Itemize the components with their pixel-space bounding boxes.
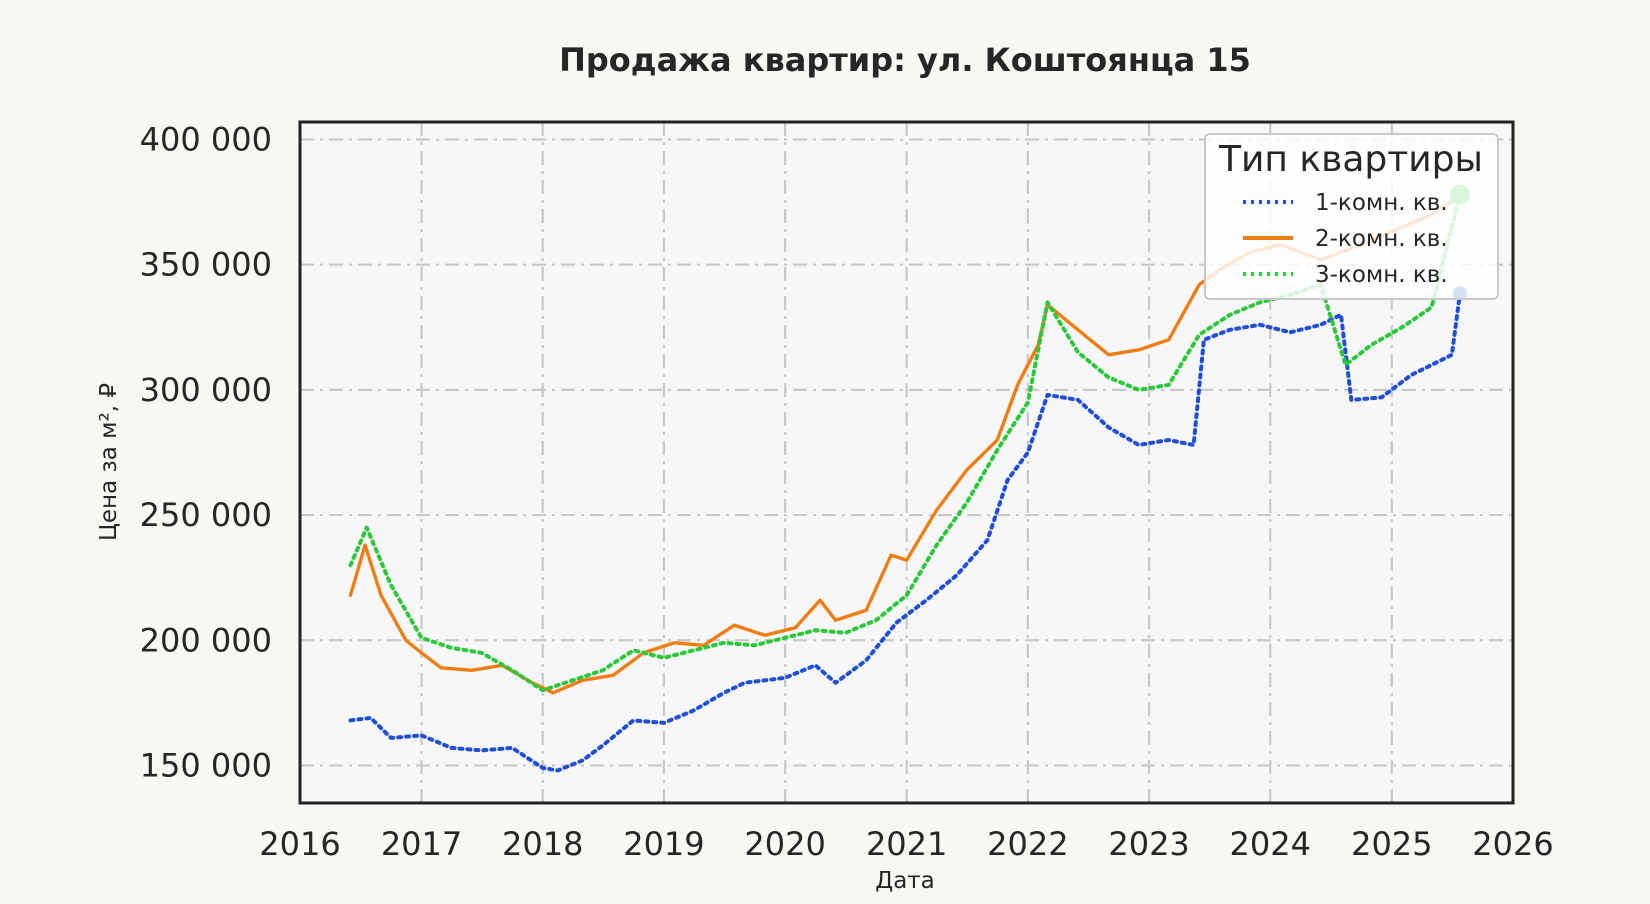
plot-frame: [298, 120, 1515, 805]
x-tick-label: 2021: [866, 825, 947, 863]
x-tick-label: 2019: [623, 825, 704, 863]
legend: Тип квартиры 1-комн. кв. 2-комн. кв. 3-комн…: [1204, 133, 1499, 300]
tick-labels: 2016 2017 2018 2019 2020 2021 2022 2023 2024 2025…: [140, 121, 1554, 863]
legend-label-2: 2-комн. кв.: [1315, 226, 1448, 252]
legend-box: [1204, 133, 1499, 300]
x-tick-label: 2024: [1230, 825, 1311, 863]
x-tick-label: 2025: [1351, 825, 1432, 863]
x-tick-label: 2020: [744, 825, 825, 863]
x-tick-label: 2016: [259, 825, 340, 863]
legend-label-3: 3-комн. кв.: [1315, 262, 1448, 288]
y-tick-label: 350 000: [140, 246, 272, 284]
series-line-1: [348, 291, 1462, 773]
x-tick-label: 2023: [1108, 825, 1189, 863]
x-axis-label: Дата: [875, 868, 935, 894]
chart-title: Продажа квартир: ул. Коштоянца 15: [559, 41, 1251, 79]
legend-label-1: 1-комн. кв.: [1315, 190, 1448, 216]
y-tick-label: 400 000: [140, 121, 272, 159]
legend-title: Тип квартиры: [1218, 139, 1483, 180]
y-tick-label: 200 000: [140, 621, 272, 659]
y-axis-label: Цена за м², ₽: [96, 383, 122, 541]
x-tick-label: 2018: [502, 825, 583, 863]
x-tick-label: 2026: [1472, 825, 1553, 863]
y-tick-label: 300 000: [140, 371, 272, 409]
x-tick-label: 2017: [381, 825, 462, 863]
y-tick-label: 250 000: [140, 496, 272, 534]
y-tick-label: 150 000: [140, 746, 272, 784]
x-tick-label: 2022: [987, 825, 1068, 863]
